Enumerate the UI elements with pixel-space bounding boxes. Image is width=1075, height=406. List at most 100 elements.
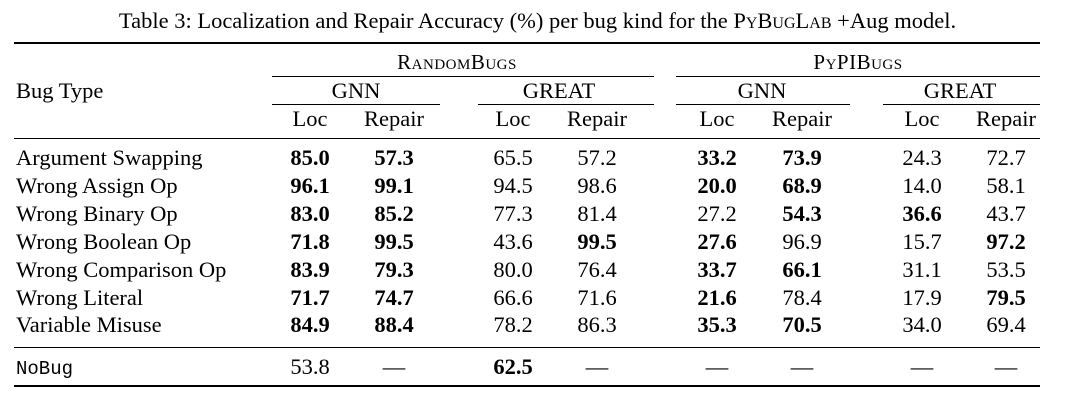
table-cell: 99.5 <box>374 229 414 254</box>
caption-suffix: +Aug model. <box>831 8 957 33</box>
table-cell: 98.6 <box>577 173 617 198</box>
table-cell: 71.7 <box>290 285 330 310</box>
table-cell: 96.9 <box>782 229 822 254</box>
table-cell: 27.2 <box>697 201 737 226</box>
model-underline-great-pypi <box>883 104 1040 105</box>
table-cell: 66.1 <box>782 257 822 282</box>
row-label: Wrong Binary Op <box>16 201 178 226</box>
model-header-gnn-pypi: GNN <box>737 78 787 103</box>
row-label: Wrong Assign Op <box>16 173 178 198</box>
table-cell: 71.6 <box>577 285 617 310</box>
table-cell: 65.5 <box>493 145 533 170</box>
table-cell: 43.7 <box>986 201 1026 226</box>
table-cell: 57.2 <box>577 145 617 170</box>
table-cell: 27.6 <box>697 229 737 254</box>
table-cell: — <box>994 354 1018 379</box>
table-cell: 80.0 <box>493 257 533 282</box>
group-header-randombugs: RandomBugs <box>397 50 517 74</box>
table-cell: — <box>705 354 729 379</box>
model-underline-gnn-random <box>272 104 440 105</box>
table-cell: 43.6 <box>493 229 533 254</box>
table-cell: 79.5 <box>986 285 1026 310</box>
table-cell: 77.3 <box>493 201 533 226</box>
header-rule <box>14 138 1040 139</box>
table-cell: 70.5 <box>782 312 822 337</box>
group-underline-randombugs <box>272 76 654 77</box>
metric-header-loc: Loc <box>699 106 735 131</box>
caption-prefix: Table 3: Localization and Repair Accurac… <box>118 8 734 33</box>
nobug-rule <box>14 347 1040 348</box>
table-cell: 81.4 <box>577 201 617 226</box>
caption-model-name: PyBugLab <box>733 8 832 33</box>
row-label: Wrong Comparison Op <box>16 257 227 282</box>
model-underline-great-random <box>478 104 654 105</box>
table-cell: 54.3 <box>782 201 822 226</box>
table-cell: 33.2 <box>697 145 737 170</box>
table-cell: 53.8 <box>290 354 330 379</box>
table-cell: 72.7 <box>986 145 1026 170</box>
metric-header-loc: Loc <box>495 106 531 131</box>
table-cell: 79.3 <box>374 257 414 282</box>
model-header-gnn-random: GNN <box>331 78 381 103</box>
table-cell: 62.5 <box>493 354 533 379</box>
table-cell: 57.3 <box>374 145 414 170</box>
table-cell: 24.3 <box>902 145 942 170</box>
table-cell: — <box>790 354 814 379</box>
table-cell: 66.6 <box>493 285 533 310</box>
model-underline-gnn-pypi <box>676 104 850 105</box>
metric-header-repair: Repair <box>364 106 424 131</box>
table-cell: 35.3 <box>697 312 737 337</box>
table-cell: 99.5 <box>577 229 617 254</box>
row-label: Wrong Literal <box>16 285 144 310</box>
table-cell: 83.9 <box>290 257 330 282</box>
table-cell: — <box>382 354 406 379</box>
group-underline-pypibugs <box>676 76 1040 77</box>
table-cell: 17.9 <box>902 285 942 310</box>
table-cell: 97.2 <box>986 229 1026 254</box>
table-cell: 73.9 <box>782 145 822 170</box>
row-label: Wrong Boolean Op <box>16 229 192 254</box>
table-cell: 33.7 <box>697 257 737 282</box>
table-cell: 84.9 <box>290 312 330 337</box>
top-rule <box>14 42 1040 44</box>
model-header-great-pypi: GREAT <box>923 78 997 103</box>
table-cell: 74.7 <box>374 285 414 310</box>
table-cell: — <box>910 354 934 379</box>
table-cell: 78.4 <box>782 285 822 310</box>
table-cell: 99.1 <box>374 173 414 198</box>
group-header-pypibugs: PyPIBugs <box>813 50 903 74</box>
table-cell: 96.1 <box>290 173 330 198</box>
table-cell: 78.2 <box>493 312 533 337</box>
table-cell: 31.1 <box>902 257 942 282</box>
metric-header-repair: Repair <box>567 106 627 131</box>
table-cell: 36.6 <box>902 201 942 226</box>
metric-header-repair: Repair <box>772 106 832 131</box>
table-cell: 58.1 <box>986 173 1026 198</box>
table-cell: 71.8 <box>290 229 330 254</box>
row-label: Variable Misuse <box>16 312 162 337</box>
metric-header-repair: Repair <box>976 106 1036 131</box>
metric-header-loc: Loc <box>292 106 328 131</box>
table-cell: 15.7 <box>902 229 942 254</box>
row-label: Argument Swapping <box>16 145 203 170</box>
table-cell: 21.6 <box>697 285 737 310</box>
table-cell: 34.0 <box>902 312 942 337</box>
bug-type-header: Bug Type <box>16 78 104 103</box>
table-cell: 53.5 <box>986 257 1026 282</box>
table-cell: 85.0 <box>290 145 330 170</box>
table-cell: 68.9 <box>782 173 822 198</box>
nobug-label: NoBug <box>16 358 74 380</box>
bottom-rule <box>14 385 1040 387</box>
table-cell: 14.0 <box>902 173 942 198</box>
table-cell: 86.3 <box>577 312 617 337</box>
metric-header-loc: Loc <box>904 106 940 131</box>
table-cell: 94.5 <box>493 173 533 198</box>
table-cell: 20.0 <box>697 173 737 198</box>
table-cell: — <box>585 354 609 379</box>
table-cell: 69.4 <box>986 312 1026 337</box>
table-cell: 76.4 <box>577 257 617 282</box>
table-cell: 85.2 <box>374 201 414 226</box>
table-cell: 83.0 <box>290 201 330 226</box>
table-caption: Table 3: Localization and Repair Accurac… <box>0 8 1075 34</box>
model-header-great-random: GREAT <box>522 78 596 103</box>
